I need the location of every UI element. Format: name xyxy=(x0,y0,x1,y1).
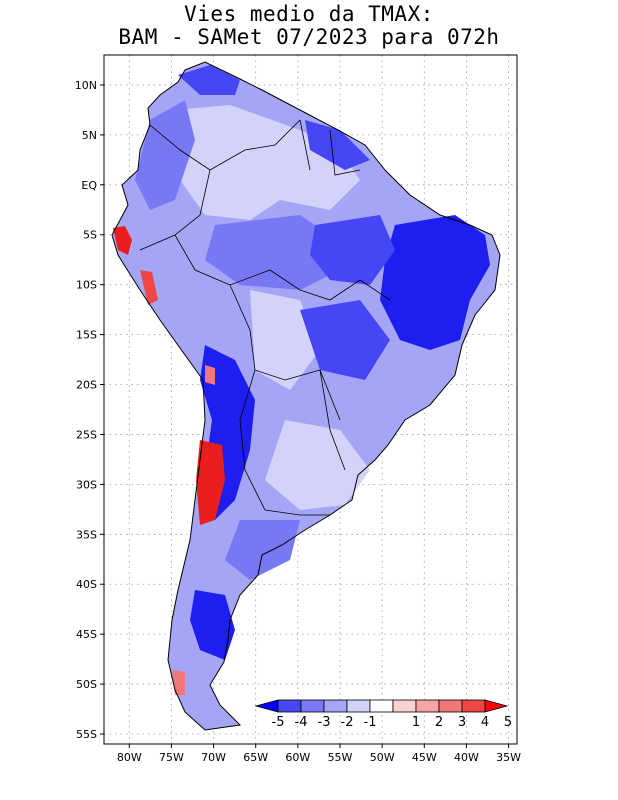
lat-tick-label: 35S xyxy=(76,528,97,541)
warm-bias-zone-fuego xyxy=(172,670,185,695)
lon-tick-label: 55W xyxy=(328,751,353,764)
warm-bias-zone-chile xyxy=(196,440,225,525)
medium-bias-zone-plains xyxy=(225,520,300,580)
lon-tick-label: 80W xyxy=(117,751,142,764)
colorbar-swatch xyxy=(323,699,348,713)
colorbar-swatch xyxy=(277,699,302,713)
colorbar-swatch xyxy=(300,699,325,713)
colorbar-arrow-high xyxy=(484,699,509,713)
warm-bias-zone-peru-highlands xyxy=(140,270,158,305)
colorbar-label: -4 xyxy=(295,715,308,730)
lat-tick-label: 10S xyxy=(76,279,97,292)
lon-tick-label: 60W xyxy=(285,751,310,764)
strong-bias-zone-central xyxy=(310,215,395,285)
colorbar-swatch xyxy=(392,699,417,713)
colorbar-label: -3 xyxy=(318,715,331,730)
lat-tick-label: 20S xyxy=(76,379,97,392)
warm-bias-zone-atacama xyxy=(205,365,215,385)
lon-tick-label: 75W xyxy=(159,751,184,764)
lat-tick-label: 5S xyxy=(83,229,97,242)
strong-bias-zone-northeast xyxy=(380,215,490,350)
light-bias-zone-north xyxy=(175,105,360,220)
strong-bias-zone-patagonia xyxy=(190,590,235,660)
map-frame xyxy=(103,54,518,745)
colorbar-label: 2 xyxy=(435,715,443,730)
lat-tick-label: 5N xyxy=(82,129,97,142)
figure-title-line-1: Vies medio da TMAX: xyxy=(184,2,434,26)
country-borders xyxy=(139,119,391,516)
colorbar-label: 4 xyxy=(481,715,489,730)
strong-bias-zone-guianas xyxy=(305,120,370,170)
colorbar: -5 -4 -3 -2 -1 1 2 3 4 5 xyxy=(254,699,512,730)
lat-tick-label: EQ xyxy=(81,179,97,192)
lat-tick-label: 55S xyxy=(76,728,97,741)
colorbar-swatch xyxy=(346,699,371,713)
colorbar-label: 3 xyxy=(458,715,466,730)
lon-tick-label: 35W xyxy=(496,751,521,764)
colorbar-swatch xyxy=(415,699,440,713)
lat-tick-label: 30S xyxy=(76,478,97,491)
lon-tick-label: 65W xyxy=(243,751,268,764)
medium-bias-zone-coast xyxy=(135,100,195,210)
lat-tick-label: 45S xyxy=(76,628,97,641)
figure-title-line-2: BAM - SAMet 07/2023 para 072h xyxy=(118,25,500,49)
lat-tick-label: 15S xyxy=(76,329,97,342)
colorbar-label: -5 xyxy=(272,715,285,730)
colorbar-label: 5 xyxy=(504,715,512,730)
lon-tick-label: 40W xyxy=(454,751,479,764)
colorbar-swatch xyxy=(461,699,486,713)
colorbar-label: -2 xyxy=(341,715,354,730)
colorbar-label: 1 xyxy=(412,715,420,730)
lat-tick-label: 25S xyxy=(76,428,97,441)
light-bias-zone-south xyxy=(265,420,370,510)
latitude-ticks: 10N 5N EQ 5S 10S 15S 20S 25S 30S 35S 40S 45S 50S 55S xyxy=(75,79,104,741)
continent-outline xyxy=(111,61,501,731)
longitude-ticks: 80W 75W 70W 65W 60W 55W 50W 45W 40W 35W xyxy=(117,744,521,764)
lon-tick-label: 45W xyxy=(412,751,437,764)
lon-tick-label: 50W xyxy=(370,751,395,764)
colorbar-label: -1 xyxy=(364,715,377,730)
strong-bias-zone-caribbean xyxy=(178,65,240,95)
lat-tick-label: 50S xyxy=(76,678,97,691)
continent-field xyxy=(112,62,500,730)
lon-tick-label: 70W xyxy=(201,751,226,764)
medium-bias-zone-amazon xyxy=(205,215,340,290)
colorbar-swatch xyxy=(369,699,394,713)
strong-bias-zone-interior xyxy=(300,300,390,380)
warm-bias-zone-peru-coast xyxy=(113,226,132,255)
lat-tick-label: 10N xyxy=(75,79,97,92)
colorbar-swatch xyxy=(438,699,463,713)
colorbar-arrow-low xyxy=(254,699,279,713)
lat-tick-label: 40S xyxy=(76,578,97,591)
